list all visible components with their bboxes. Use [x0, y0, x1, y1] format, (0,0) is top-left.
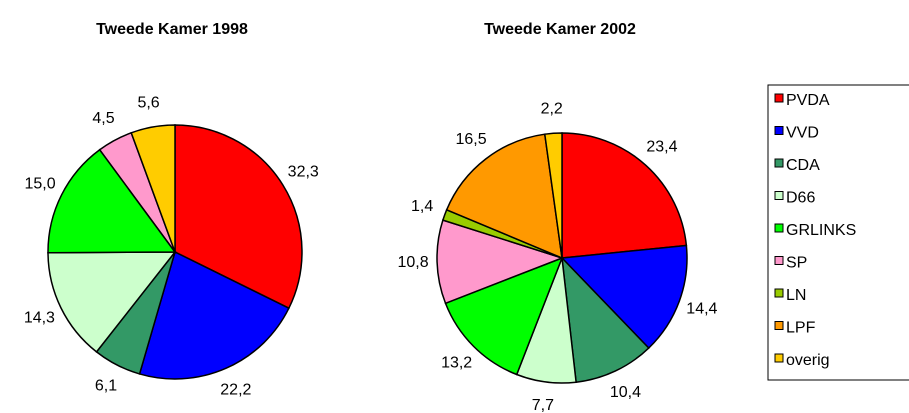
pie-slice — [561, 255, 650, 384]
pie-slice — [436, 219, 565, 305]
legend-label: GRLINKS — [786, 222, 856, 239]
chart-title: Tweede Kamer 1998 — [96, 21, 248, 38]
legend-swatch — [774, 321, 784, 330]
legend-label: overig — [786, 352, 830, 369]
data-label: 14,4 — [686, 301, 717, 318]
pie-slice — [130, 124, 176, 253]
data-label: 10,8 — [398, 254, 429, 271]
data-label: 22,2 — [220, 381, 251, 398]
legend-swatch — [774, 158, 784, 168]
pie-slice — [561, 132, 688, 259]
legend-swatch — [774, 223, 784, 233]
legend-swatch — [774, 353, 784, 363]
legend-label: LPF — [786, 320, 816, 337]
data-label: 16,5 — [455, 131, 486, 148]
data-label: 5,6 — [137, 95, 159, 112]
legend-label: SP — [786, 255, 807, 272]
pie-slice — [47, 148, 177, 254]
legend-label: D66 — [786, 190, 815, 207]
pie-slice — [47, 251, 177, 353]
legend-label: LN — [786, 287, 806, 304]
data-label: 7,7 — [532, 397, 554, 413]
legend-swatch — [774, 126, 784, 135]
legend-swatch — [774, 256, 784, 265]
data-label: 6,1 — [95, 378, 117, 395]
legend-label: PVDA — [786, 92, 830, 109]
legend-box — [767, 84, 909, 381]
data-label: 13,2 — [441, 355, 472, 372]
pie-slice — [543, 132, 563, 259]
pie-slice — [174, 124, 303, 310]
pie-slice — [444, 256, 564, 376]
data-label: 2,2 — [541, 101, 563, 118]
data-label: 14,3 — [24, 310, 55, 327]
legend-label: VVD — [786, 125, 819, 142]
legend-label: CDA — [786, 157, 820, 174]
legend-swatch — [774, 191, 784, 200]
chart-title: Tweede Kamer 2002 — [484, 21, 636, 38]
pie-slice — [138, 250, 290, 380]
legend-swatch — [774, 93, 784, 103]
data-label: 23,4 — [646, 139, 677, 156]
data-label: 4,5 — [92, 110, 114, 127]
data-label: 10,4 — [610, 384, 641, 401]
data-label: 1,4 — [411, 198, 433, 215]
pie-slice — [560, 244, 688, 350]
data-label: 15,0 — [24, 176, 55, 193]
data-label: 32,3 — [288, 164, 319, 181]
legend-swatch — [774, 288, 784, 298]
pie-slice — [445, 133, 563, 260]
